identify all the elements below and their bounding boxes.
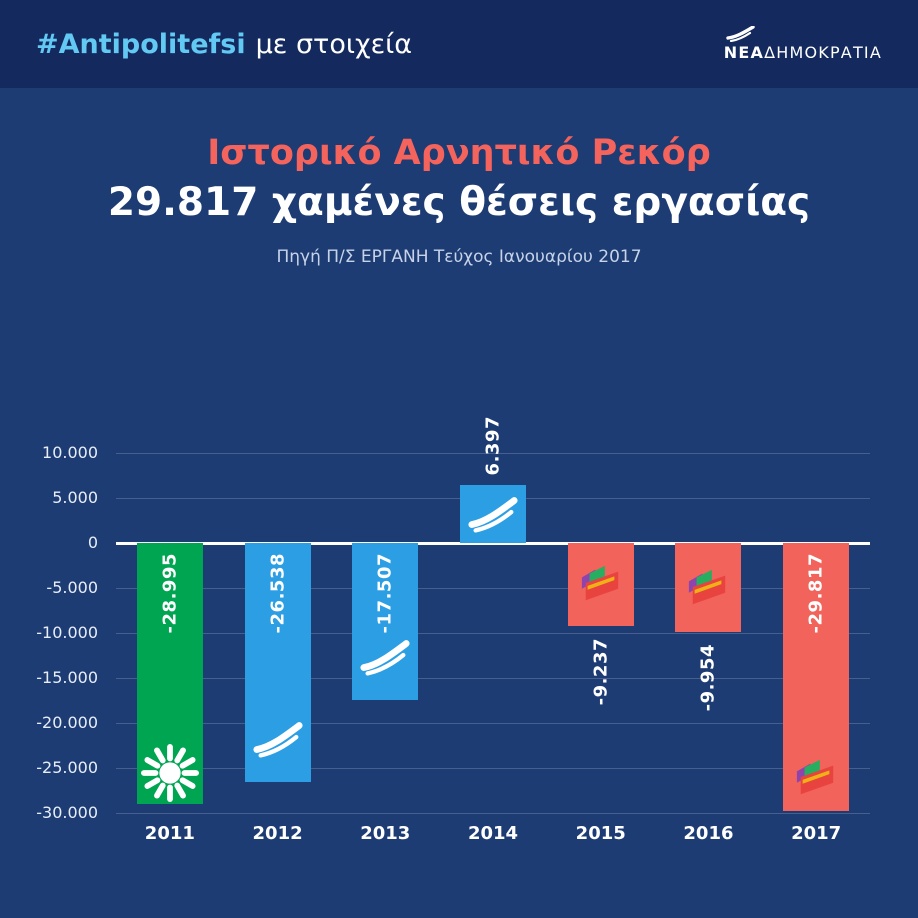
y-tick-label: -25.000 — [36, 757, 98, 777]
gridline — [116, 632, 870, 634]
bar-value-label: -28.995 — [159, 552, 181, 634]
bar-2014 — [459, 485, 526, 543]
zero-axis-line — [116, 541, 870, 545]
nd-swoosh-icon — [252, 721, 303, 758]
plot-area: -28.995 -26.538 -17.507 6.397 -9.237 -9.954… — [116, 416, 870, 814]
nd-swoosh-icon — [726, 26, 755, 42]
y-tick-label: -10.000 — [36, 622, 98, 642]
gridline — [116, 452, 870, 454]
y-tick-label: 5.000 — [52, 487, 98, 507]
page-subtitle: 29.817 χαμένες θέσεις εργασίας — [107, 180, 811, 225]
x-axis-label-2011: 2011 — [144, 822, 195, 844]
bar-column-2012: -26.538 — [224, 453, 332, 813]
bar-column-2013: -17.507 — [331, 453, 439, 813]
syriza-flags-icon — [581, 566, 618, 601]
y-tick-label: -5.000 — [46, 577, 98, 597]
bar-value-label: -17.507 — [374, 552, 396, 634]
pasok-sun-icon — [140, 743, 199, 802]
bar-2016 — [675, 542, 742, 633]
title-block: Ιστορικό Αρνητικό Ρεκόρ 29.817 χαμένες θ… — [0, 88, 918, 267]
brand-name-rest: ΔΗΜΟΚΡΑΤΙΑ — [764, 43, 882, 62]
syriza-party-logo — [682, 567, 734, 609]
syriza-party-logo — [790, 757, 842, 799]
x-axis-label-2017: 2017 — [791, 822, 842, 844]
brand-name: ΝΕΑΔΗΜΟΚΡΑΤΙΑ — [724, 43, 882, 62]
syriza-flags-icon — [797, 760, 834, 795]
bar-column-2014: 6.397 — [439, 416, 547, 813]
syriza-party-logo — [575, 563, 627, 605]
nd-brand-logo: ΝΕΑΔΗΜΟΚΡΑΤΙΑ — [724, 26, 882, 62]
bar-2011 — [136, 542, 204, 804]
pasok-party-logo — [136, 743, 204, 802]
gridline — [116, 722, 870, 724]
y-tick-label: 10.000 — [42, 442, 98, 462]
hashtag-text: #Antipolitefsi — [36, 28, 246, 60]
y-tick-label: -20.000 — [36, 712, 98, 732]
gridline — [116, 812, 870, 814]
bar-value-label: -9.954 — [697, 644, 719, 712]
gridline — [116, 677, 870, 679]
y-axis: 10.000 5.000 0 -5.000 -10.000 -15.000 -20.000 -… — [0, 443, 98, 822]
bar-column-2015: -9.237 — [547, 453, 655, 813]
bar-value-label: 6.397 — [482, 415, 504, 476]
bar-value-label: -9.237 — [590, 637, 612, 706]
bar-2015 — [567, 542, 634, 626]
source-note: Πηγή Π/Σ ΕΡΓΑΝΗ Τεύχος Ιανουαρίου 2017 — [276, 246, 642, 267]
gridline — [116, 587, 870, 589]
bar-column-2011: -28.995 — [116, 453, 224, 813]
nd-party-logo — [252, 720, 304, 758]
gridline — [116, 767, 870, 769]
page-title: Ιστορικό Αρνητικό Ρεκόρ — [207, 133, 711, 173]
bar-column-2016: -9.954 — [655, 453, 763, 813]
y-tick-label: 0 — [87, 532, 98, 552]
y-tick-label: -30.000 — [36, 802, 98, 822]
nd-swoosh-icon — [468, 497, 518, 533]
y-tick-label: -15.000 — [36, 667, 98, 687]
syriza-flags-icon — [689, 569, 726, 604]
bar-2012 — [244, 542, 311, 782]
x-axis-label-2014: 2014 — [467, 822, 519, 844]
x-axis-label-2016: 2016 — [683, 822, 734, 844]
bar-2017 — [783, 542, 850, 812]
tagline-text: με στοιχεία — [255, 28, 413, 60]
brand-name-bold: ΝΕΑ — [723, 43, 765, 62]
x-axis-label-2015: 2015 — [575, 822, 626, 844]
nd-party-logo — [467, 495, 519, 533]
nd-swoosh-icon — [360, 640, 410, 676]
nd-party-logo — [359, 638, 411, 676]
x-axis: 2011 2012 2013 2014 2015 2016 2017 — [116, 823, 870, 844]
campaign-tagline: #Antipolitefsi με στοιχεία — [36, 29, 412, 60]
bar-chart: 10.000 5.000 0 -5.000 -10.000 -15.000 -20.000-… — [0, 416, 870, 844]
bar-value-label: -29.817 — [805, 552, 827, 634]
bar-2013 — [352, 542, 419, 701]
top-bar: #Antipolitefsi με στοιχεία ΝΕΑΔΗΜΟΚΡΑΤΙΑ — [0, 0, 918, 88]
bar-column-2017: -29.817 — [762, 453, 870, 813]
x-axis-label-2013: 2013 — [360, 822, 411, 844]
x-axis-label-2012: 2012 — [252, 822, 303, 844]
bar-value-label: -26.538 — [267, 552, 289, 634]
